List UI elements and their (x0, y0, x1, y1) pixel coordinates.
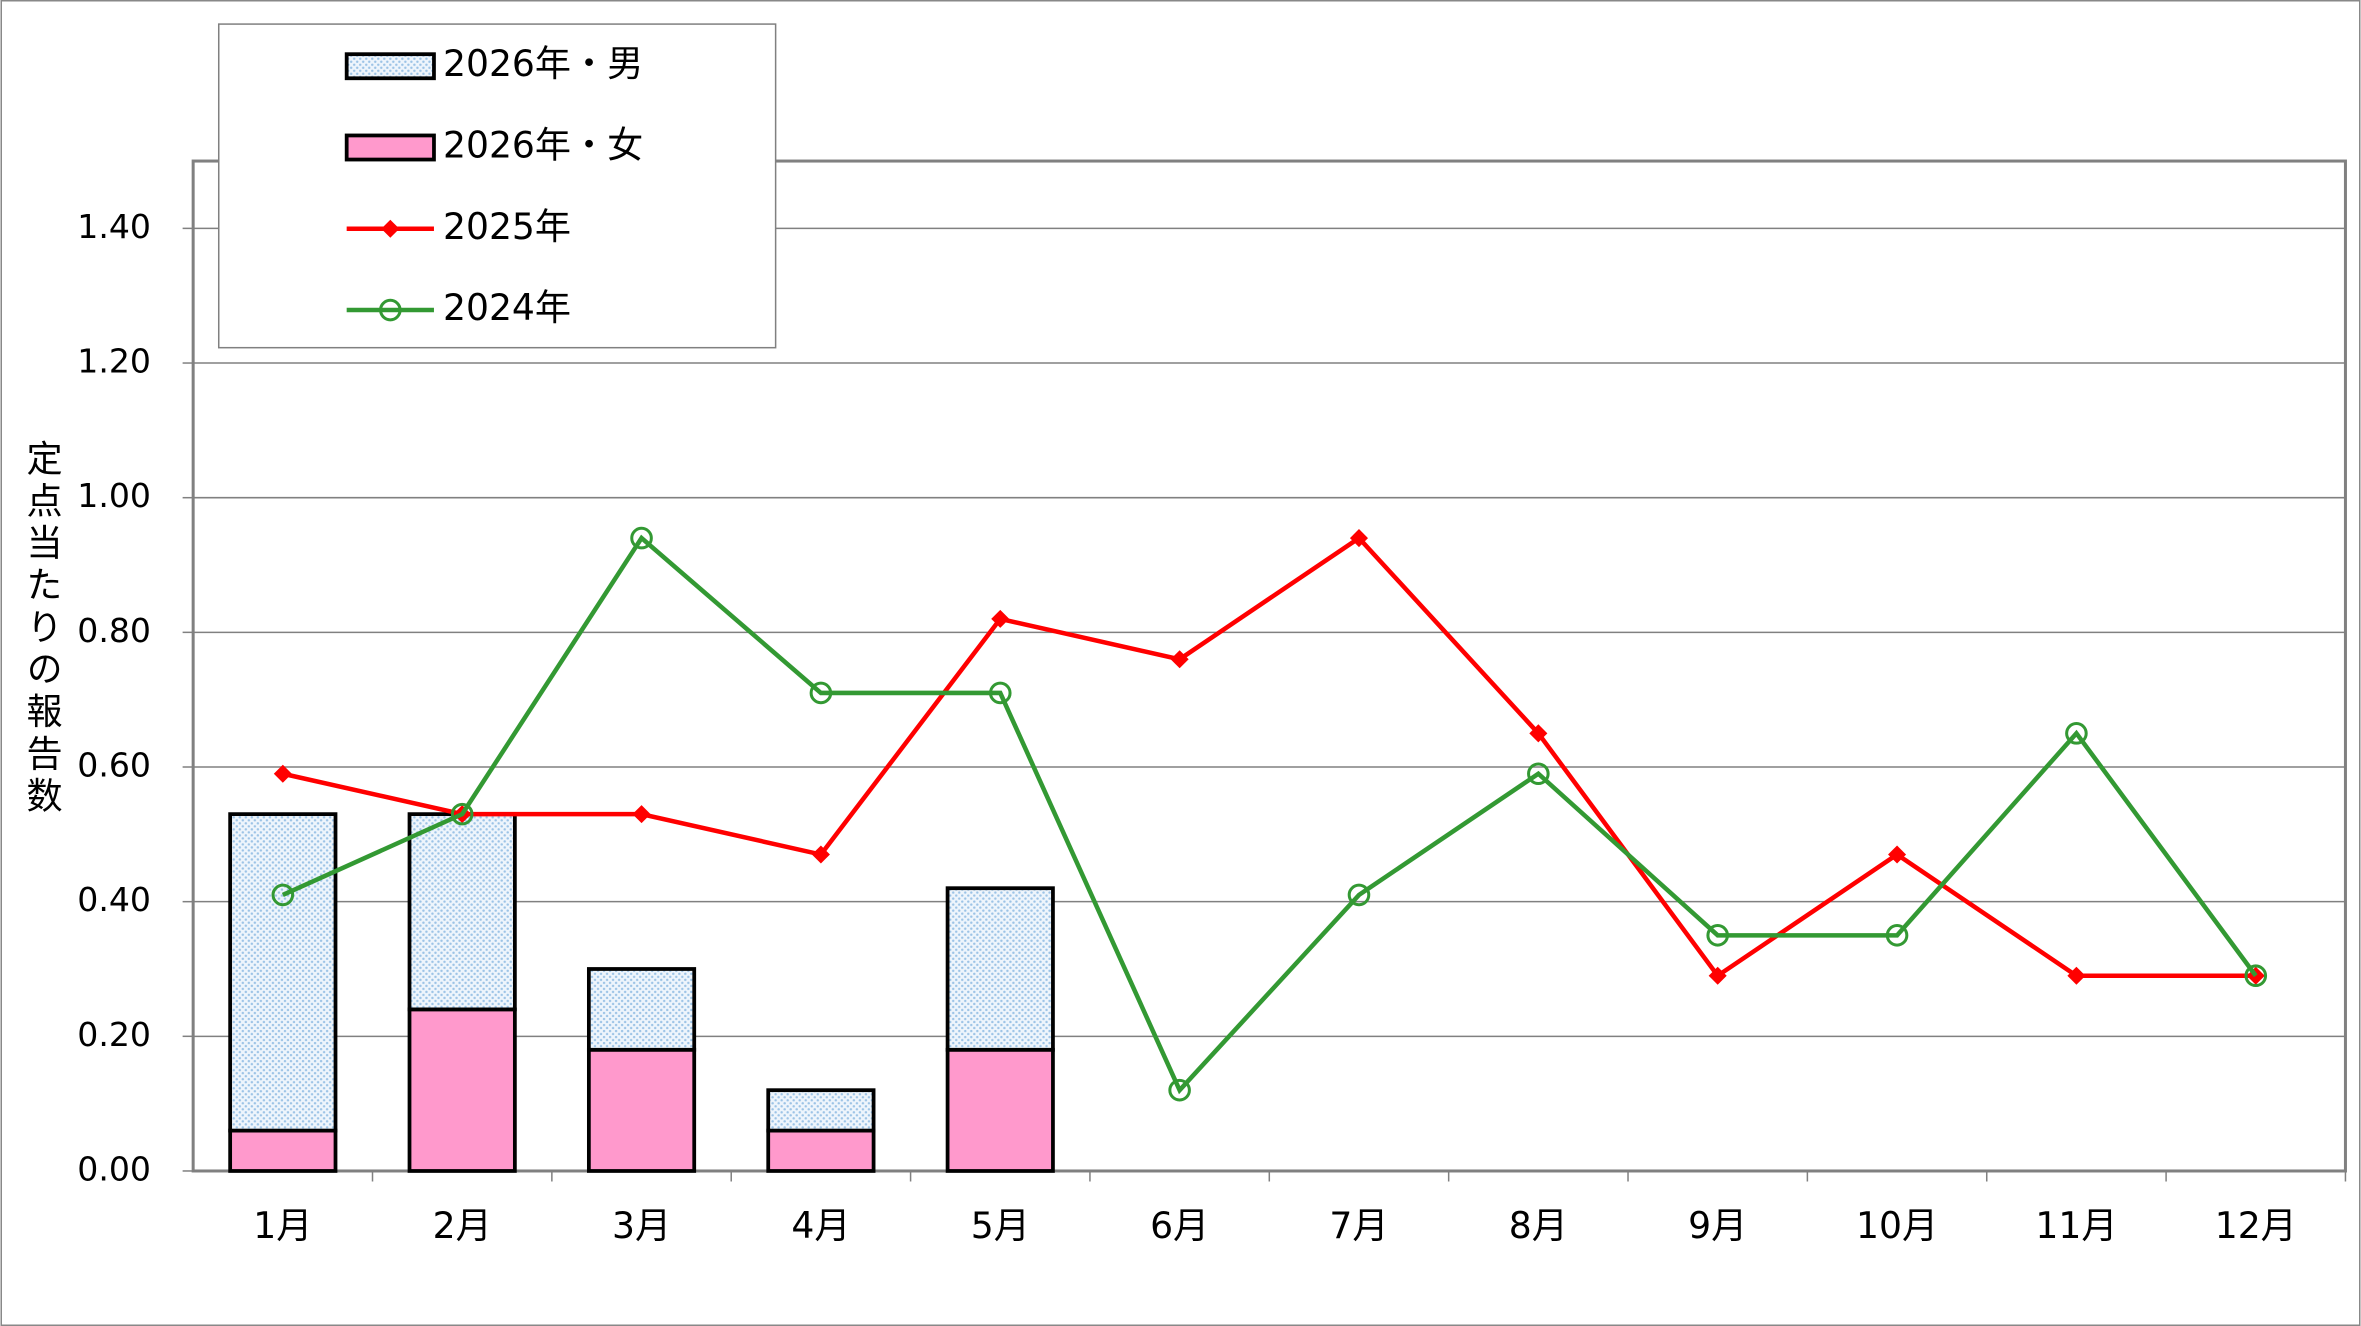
marker (450, 802, 474, 826)
marker (811, 845, 830, 864)
x-tick-label: 9月 (1688, 1204, 1747, 1247)
marker (1708, 966, 1727, 985)
marker (809, 681, 833, 705)
marker (2244, 964, 2268, 988)
marker (1706, 924, 1729, 947)
legend-label: 2026年・女 (443, 124, 643, 167)
bar-segment (407, 812, 517, 1012)
bar-segment (228, 812, 338, 1133)
y-tick-label: 0.40 (77, 880, 151, 919)
bar-segment (586, 1047, 697, 1173)
bar-segment (766, 1088, 876, 1133)
x-tick-label: 3月 (612, 1204, 671, 1247)
legend-swatch (344, 133, 436, 162)
marker (271, 883, 295, 907)
y-tick-label: 0.80 (77, 611, 151, 650)
marker (381, 219, 400, 238)
marker (632, 805, 651, 824)
x-tick-label: 6月 (1150, 1204, 1209, 1247)
marker (630, 526, 653, 550)
x-tick-label: 11月 (2035, 1204, 2117, 1247)
bar-segment (407, 1007, 517, 1173)
x-tick-label: 12月 (2215, 1204, 2297, 1247)
marker (1527, 762, 1550, 786)
x-tick-label: 5月 (971, 1204, 1030, 1247)
marker (1168, 1078, 1191, 1102)
y-tick-label: 0.60 (77, 746, 151, 785)
legend-label: 2026年・男 (443, 42, 643, 85)
marker (1888, 845, 1907, 864)
x-tick-label: 4月 (791, 1204, 850, 1247)
x-tick-label: 8月 (1509, 1204, 1568, 1247)
y-tick-label: 0.20 (77, 1015, 151, 1054)
x-tick-label: 2月 (433, 1204, 492, 1247)
y-tick-label: 0.00 (77, 1149, 151, 1188)
bar-segment (228, 1128, 338, 1173)
y-tick-label: 1.40 (77, 207, 151, 246)
marker (2065, 722, 2088, 745)
y-axis-title: 定点当たりの報告数 (21, 439, 64, 818)
marker (988, 681, 1012, 705)
bar-segment (766, 1128, 876, 1173)
marker (379, 298, 402, 322)
line (282, 535, 2256, 979)
y-tick-label: 1.00 (77, 476, 151, 515)
marker (1347, 883, 1371, 907)
y-tick-label: 1.20 (77, 342, 151, 381)
legend-box (217, 23, 777, 349)
x-tick-label: 1月 (253, 1204, 312, 1247)
legend-label: 2025年 (443, 205, 571, 248)
marker (1885, 924, 1909, 947)
bar-segment (945, 886, 1055, 1052)
x-tick-label: 7月 (1329, 1204, 1388, 1247)
bar-segment (586, 967, 697, 1052)
legend-swatch (344, 52, 436, 81)
marker (2067, 966, 2086, 985)
legend-label: 2024年 (443, 286, 571, 329)
bar-segment (945, 1047, 1055, 1173)
legend: 2026年・男 2026年・女 2025年 2024年 (217, 23, 777, 349)
x-tick-label: 10月 (1856, 1204, 1938, 1247)
line (281, 534, 2258, 1095)
